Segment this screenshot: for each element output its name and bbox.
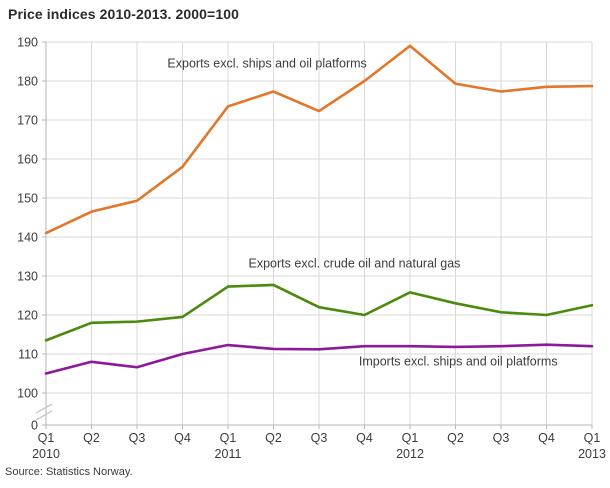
y-axis-tick-label: 100 xyxy=(17,387,38,401)
x-axis-year-label: 2013 xyxy=(578,447,606,461)
y-axis-tick-label: 120 xyxy=(17,309,38,323)
axis-break-slash xyxy=(35,403,53,414)
x-axis-quarter-label: Q3 xyxy=(493,431,510,445)
x-axis-tick-labels: Q1 Q2 Q3 Q4 Q1 Q2 Q3 Q4 Q1 Q2 Q3 Q4 Q1 2010 2011 2012 20… xyxy=(32,431,606,461)
series-line xyxy=(44,44,594,235)
x-axis-quarter-label: Q4 xyxy=(174,431,191,445)
x-axis-year-label: 2012 xyxy=(396,447,424,461)
x-axis-quarter-label: Q1 xyxy=(584,431,601,445)
x-axis-quarter-label: Q3 xyxy=(311,431,328,445)
y-axis-tick-label: 160 xyxy=(17,153,38,167)
source-note: Source: Statistics Norway. xyxy=(5,466,133,478)
line-chart-plot: 0 100 110 120 130 140 150 160 170 180 190 Q1 Q2 Q3 Q4… xyxy=(17,36,606,462)
axis-break-icon xyxy=(35,403,53,421)
y-axis-tick-label: 150 xyxy=(17,192,38,206)
axes xyxy=(42,41,593,429)
x-axis-quarter-label: Q2 xyxy=(83,431,100,445)
series-annotation-label: Exports excl. ships and oil platforms xyxy=(167,56,366,70)
y-axis-tick-label: 180 xyxy=(17,75,38,89)
y-axis-tick-label: 130 xyxy=(17,270,38,284)
series-line xyxy=(44,343,594,375)
x-axis-quarter-label: Q1 xyxy=(38,431,55,445)
x-axis-quarter-label: Q2 xyxy=(265,431,282,445)
y-axis-tick-label: 190 xyxy=(17,36,38,50)
y-axis-tick-label: 110 xyxy=(18,348,38,362)
series-annotations: Exports excl. ships and oil platforms Exp… xyxy=(167,56,557,368)
x-axis-year-label: 2010 xyxy=(32,447,60,461)
y-axis-tick-labels: 0 100 110 120 130 140 150 160 170 180 190 xyxy=(17,36,38,433)
x-axis-quarter-label: Q4 xyxy=(538,431,555,445)
y-axis-tick-label: 0 xyxy=(31,419,38,433)
x-axis-quarter-label: Q4 xyxy=(356,431,373,445)
page-title: Price indices 2010-2013. 2000=100 xyxy=(8,6,239,22)
series-line xyxy=(44,283,594,342)
x-axis-quarter-label: Q3 xyxy=(129,431,146,445)
series-annotation-label: Imports excl. ships and oil platforms xyxy=(359,355,558,369)
x-axis-quarter-label: Q2 xyxy=(447,431,464,445)
x-axis-quarter-label: Q1 xyxy=(220,431,237,445)
x-axis-year-label: 2011 xyxy=(215,447,242,461)
data-series xyxy=(44,44,594,375)
x-axis-quarter-label: Q1 xyxy=(402,431,419,445)
y-axis-tick-label: 170 xyxy=(17,114,38,128)
axis-break-slash xyxy=(35,410,53,421)
y-axis-tick-label: 140 xyxy=(17,231,38,245)
series-annotation-label: Exports excl. crude oil and natural gas xyxy=(249,256,461,270)
